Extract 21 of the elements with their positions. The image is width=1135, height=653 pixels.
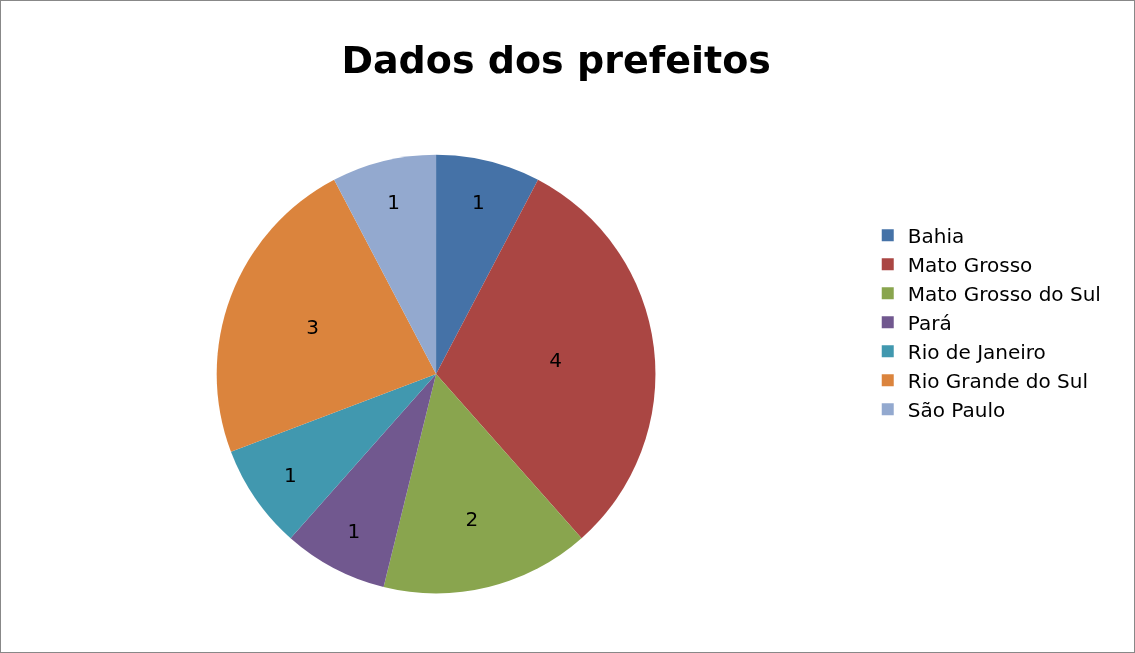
data-label: 3: [306, 315, 320, 340]
legend-label: Mato Grosso: [907, 253, 1033, 278]
pie-slice: [334, 154, 437, 375]
pie-slice: [383, 374, 582, 594]
data-label: 1: [284, 462, 297, 487]
legend-label: Bahia: [907, 224, 965, 249]
chart-title: Dados dos prefeitos: [341, 37, 771, 82]
legend-label: Rio de Janeiro: [907, 340, 1046, 365]
pie-slice: [436, 154, 539, 375]
data-label: 2: [465, 507, 479, 532]
data-label: 1: [347, 518, 361, 543]
legend-label: São Paulo: [907, 398, 1006, 423]
pie-slice: [230, 374, 437, 539]
pie-slice: [436, 179, 656, 539]
legend-label: Mato Grosso do Sul: [907, 282, 1101, 307]
legend-label: Rio Grande do Sul: [907, 369, 1089, 394]
data-label: 4: [549, 347, 562, 372]
pie-slice: [216, 179, 437, 452]
data-label: 1: [387, 190, 401, 215]
data-label: 1: [472, 190, 485, 215]
legend-label: Pará: [907, 311, 952, 336]
